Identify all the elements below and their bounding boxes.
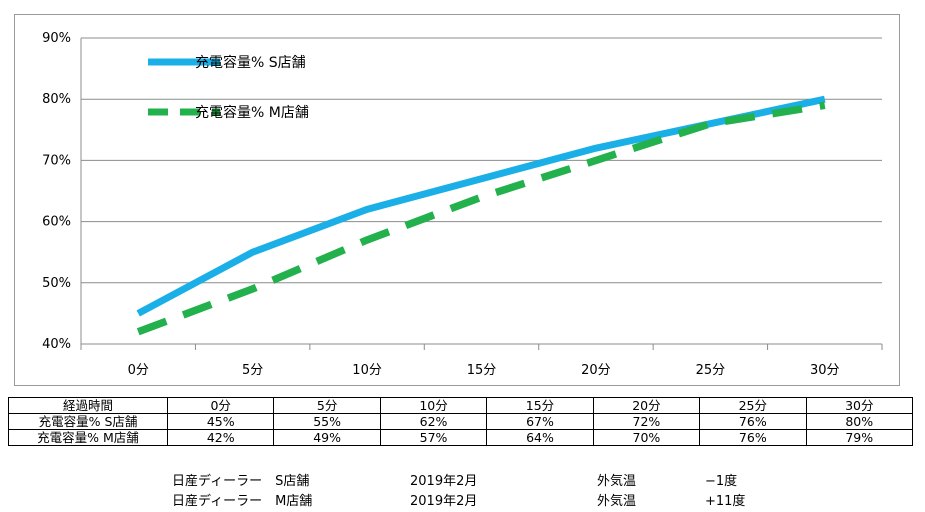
table-cell: 0分	[166, 397, 275, 414]
table-cell: 45%	[166, 413, 275, 430]
dealer-name: 日産ディーラー M店舗	[172, 494, 313, 509]
line-chart: 40% 50% 60% 70% 80% 90% 0分 5分 10分 15分 20分 25分 30分 充電容…	[42, 31, 883, 378]
table-cell: 5分	[273, 397, 381, 414]
survey-date: 2019年2月	[410, 474, 478, 489]
table-cell: 64%	[486, 429, 594, 446]
x-tick-label: 15分	[467, 363, 497, 378]
table-row-label: 経過時間	[8, 397, 168, 414]
table-cell: 76%	[699, 429, 807, 446]
y-tick-label: 40%	[42, 337, 71, 352]
chart-frame: 40% 50% 60% 70% 80% 90% 0分 5分 10分 15分 20分 25分 30分 充電容…	[14, 14, 900, 386]
temperature-label: 外気温	[597, 474, 637, 489]
y-tick-label: 70%	[42, 153, 71, 168]
legend-label: 充電容量% M店舗	[195, 104, 309, 121]
table-cell: 30分	[805, 397, 914, 414]
x-tick-label: 25分	[696, 363, 726, 378]
table-cell: 76%	[699, 413, 807, 430]
table-row: 充電容量% M店舗 42% 49% 57% 64% 70% 76% 79%	[8, 429, 914, 446]
table-row-label: 充電容量% M店舗	[8, 429, 168, 446]
table-header-row: 経過時間 0分 5分 10分 15分 20分 25分 30分	[8, 397, 914, 414]
temperature-label: 外気温	[597, 494, 637, 509]
table-cell: 62%	[379, 413, 488, 430]
x-tick-label: 5分	[242, 363, 263, 378]
table-cell: 55%	[273, 413, 381, 430]
y-tick-label: 80%	[42, 92, 71, 107]
y-tick-label: 90%	[42, 31, 71, 46]
table-cell: 67%	[486, 413, 594, 430]
temperature-value: +11度	[705, 494, 746, 509]
table-cell: 49%	[273, 429, 381, 446]
table-cell: 25分	[699, 397, 807, 414]
legend-label: 充電容量% S店舗	[195, 54, 306, 71]
data-table: 経過時間 0分 5分 10分 15分 20分 25分 30分 充電容量% S店舗 45% 55% 62…	[8, 397, 914, 446]
series-line-s	[136, 95, 826, 317]
table-cell: 70%	[592, 429, 701, 446]
survey-date: 2019年2月	[410, 494, 478, 509]
table-cell: 10分	[379, 397, 488, 414]
table-cell: 42%	[166, 429, 275, 446]
temperature-value: −1度	[705, 474, 738, 489]
y-tick-label: 60%	[42, 215, 71, 230]
series-line-m	[136, 101, 826, 336]
table-cell: 79%	[805, 429, 914, 446]
x-tick-label: 10分	[352, 363, 382, 378]
table-row-label: 充電容量% S店舗	[8, 413, 168, 430]
table-cell: 80%	[805, 413, 914, 430]
x-tick-label: 30分	[810, 363, 840, 378]
table-cell: 20分	[592, 397, 701, 414]
table-cell: 57%	[379, 429, 488, 446]
table-cell: 72%	[592, 413, 701, 430]
x-tick-label: 20分	[581, 363, 611, 378]
table-row: 充電容量% S店舗 45% 55% 62% 67% 72% 76% 80%	[8, 413, 914, 430]
table-cell: 15分	[486, 397, 594, 414]
x-tick-label: 0分	[128, 363, 149, 378]
dealer-name: 日産ディーラー S店舗	[172, 474, 310, 489]
y-tick-label: 50%	[42, 276, 71, 291]
